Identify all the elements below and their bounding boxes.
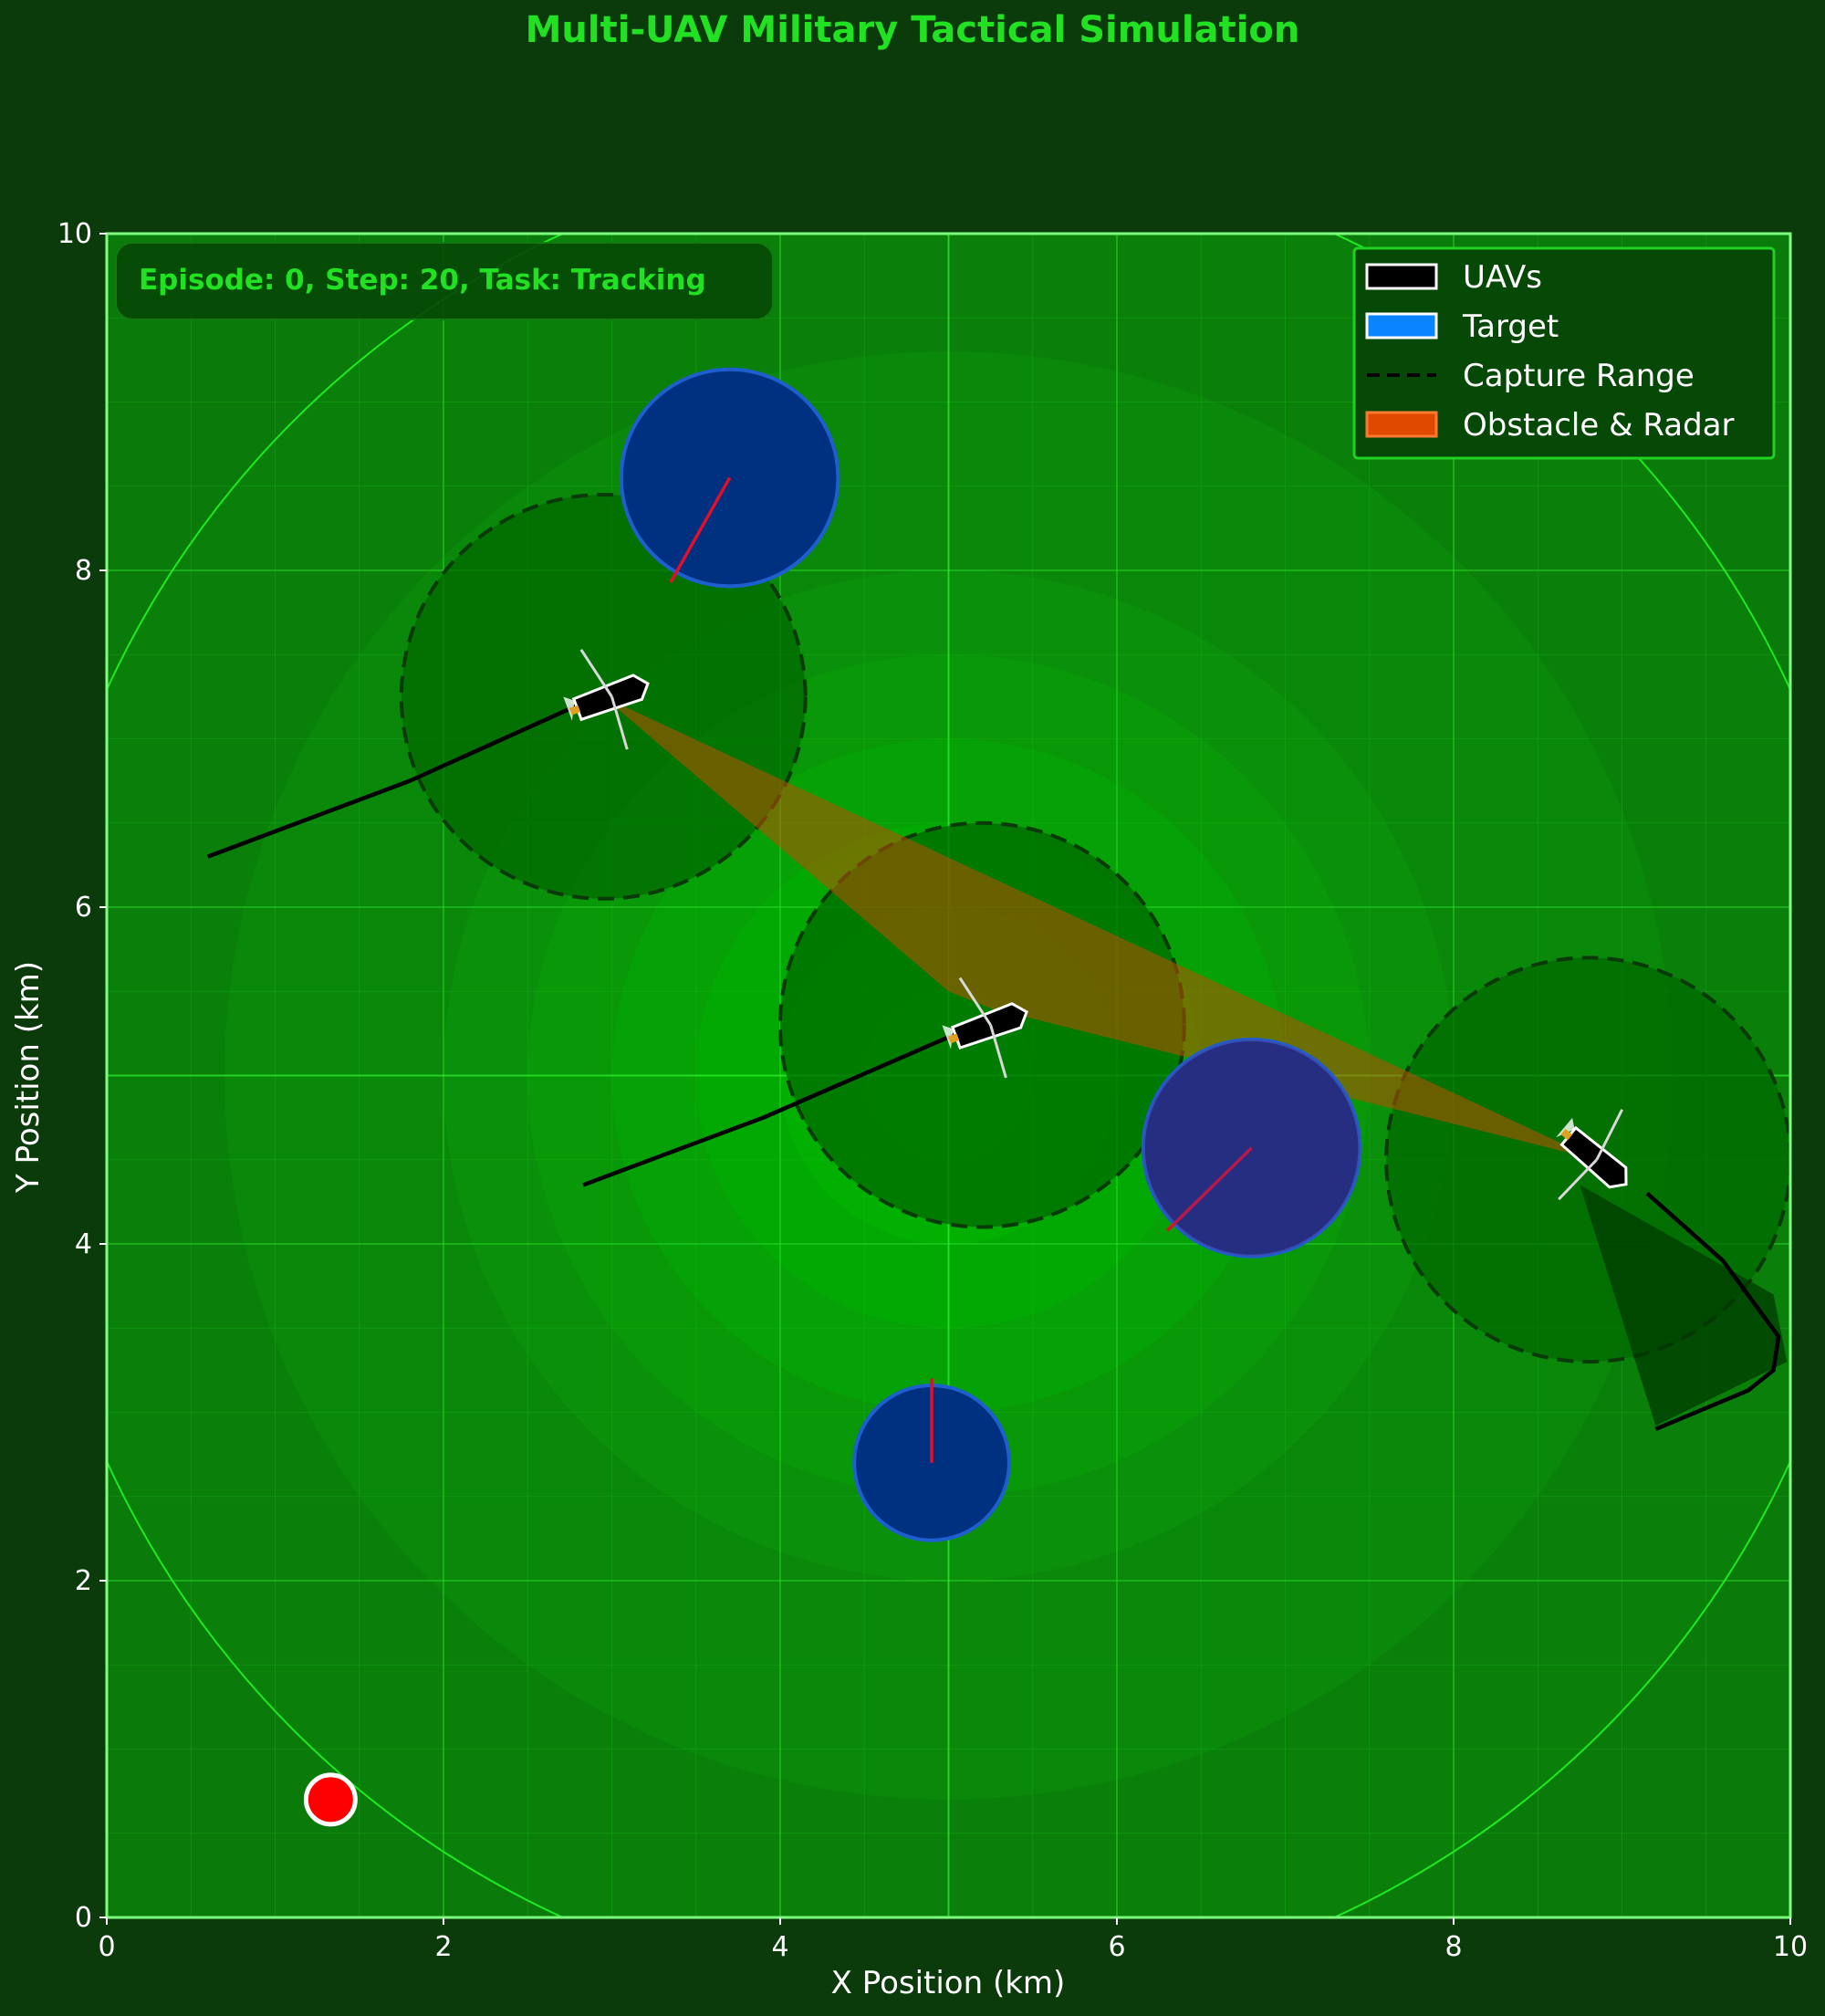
uav-body: [1559, 1125, 1628, 1189]
targets: [619, 367, 1362, 1542]
uav-tail: [1556, 1117, 1575, 1138]
y-tick-label: 8: [75, 555, 92, 587]
uav-tail: [942, 1025, 954, 1050]
plot-frame: [105, 232, 1792, 1919]
legend: UAVs Target Capture Range Obstacle & Radar: [1352, 246, 1776, 460]
legend-label: UAVs: [1463, 259, 1542, 296]
uav-tail: [563, 696, 575, 721]
status-box: Episode: 0, Step: 20, Task: Tracking: [115, 242, 774, 320]
uav-wing: [958, 977, 992, 1026]
x-axis-label: X Position (km): [831, 1965, 1066, 2001]
y-tick-label: 4: [75, 1228, 92, 1260]
x-tick-label: 8: [1444, 1931, 1462, 1963]
legend-label: Target: [1462, 308, 1559, 345]
uav-trail: [1645, 1191, 1781, 1432]
y-tick-label: 2: [75, 1565, 92, 1597]
x-tick-label: 0: [98, 1931, 115, 1963]
radar-beam: [603, 696, 1597, 1160]
uav-trails: [206, 703, 1781, 1432]
status-text: Episode: 0, Step: 20, Task: Tracking: [139, 264, 706, 297]
uav-exhaust: [948, 1033, 960, 1044]
y-tick-label: 0: [75, 1902, 92, 1934]
base-marker: [303, 1772, 358, 1827]
legend-label: Capture Range: [1463, 358, 1695, 394]
uavs: [563, 648, 1628, 1201]
uav-wing: [1558, 1158, 1598, 1201]
uav-exhaust: [1560, 1128, 1573, 1141]
uav-trail: [582, 1031, 958, 1187]
uav-icon: [942, 977, 1028, 1079]
x-tick-label: 4: [771, 1931, 788, 1963]
uav-wing: [610, 695, 629, 750]
uav-wing: [579, 648, 613, 698]
radar-beams: [603, 696, 1788, 1426]
x-tick-label: 2: [434, 1931, 452, 1963]
y-tick-label: 10: [57, 218, 92, 250]
target-overlay: [1142, 1039, 1361, 1257]
uav-icon: [563, 648, 650, 750]
target-heading: [1166, 1146, 1253, 1232]
legend-label: Obstacle & Radar: [1463, 407, 1735, 444]
page-title: Multi-UAV Military Tactical Simulation: [525, 9, 1300, 51]
legend-box: [1352, 246, 1776, 460]
target-heading: [669, 476, 732, 583]
uav-wing: [989, 1024, 1007, 1079]
uav-icon: [1556, 1109, 1628, 1201]
uav-wing: [1595, 1109, 1624, 1161]
legend-swatch: [1365, 263, 1438, 290]
radar-sector: [1580, 1185, 1788, 1426]
legend-swatch: [1365, 411, 1438, 438]
x-tick-label: 10: [1773, 1931, 1808, 1963]
uav-exhaust: [569, 705, 581, 716]
axis-ticks: 0 2 4 6 8 10 0 2 4 6 8 10: [57, 218, 1808, 1963]
uav-trail: [206, 703, 579, 859]
base-marker-group: [303, 1772, 358, 1827]
x-tick-label: 6: [1108, 1931, 1125, 1963]
y-axis-label: Y Position (km): [10, 961, 47, 1194]
y-tick-label: 6: [75, 892, 92, 924]
legend-swatch: [1365, 312, 1438, 339]
